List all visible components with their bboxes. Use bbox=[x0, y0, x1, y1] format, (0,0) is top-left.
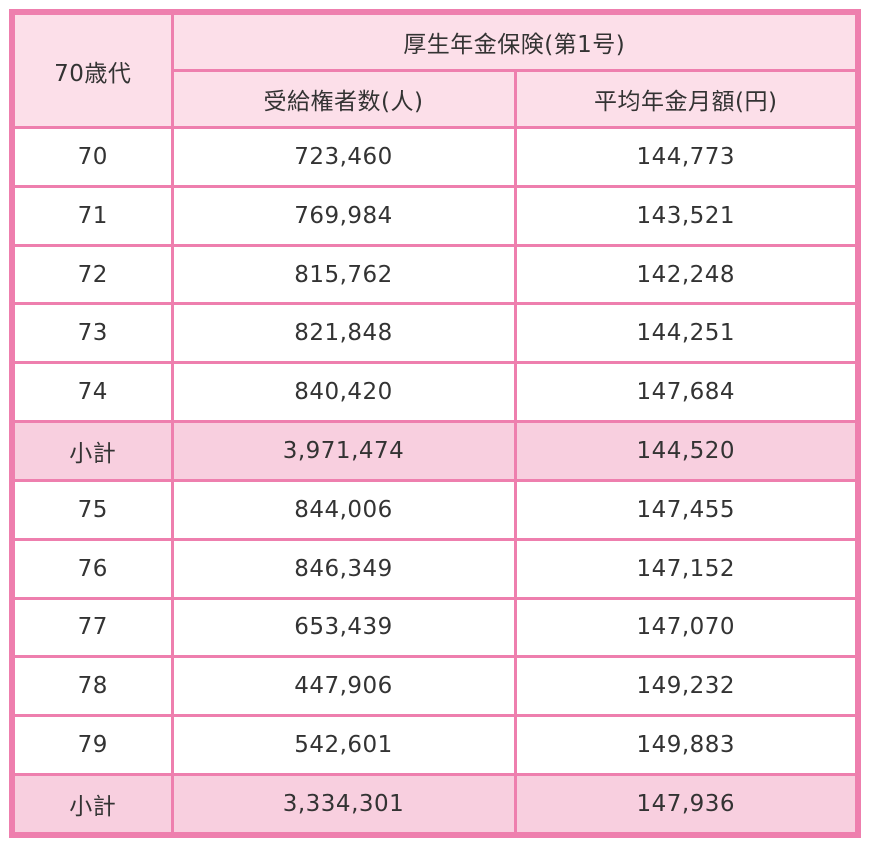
avg-amount-cell: 142,248 bbox=[513, 243, 860, 306]
subtotal-row: 小計 3,971,474 144,520 bbox=[10, 420, 860, 482]
beneficiaries-cell: 447,906 bbox=[170, 655, 517, 718]
avg-amount-cell: 147,684 bbox=[513, 361, 860, 424]
age-cell: 77 bbox=[10, 596, 174, 659]
avg-amount-cell: 147,070 bbox=[513, 596, 860, 659]
table-row: 70 723,460 144,773 bbox=[10, 126, 860, 188]
beneficiaries-cell: 844,006 bbox=[170, 478, 517, 541]
table-header: 70歳代 厚生年金保険(第1号) 受給権者数(人) 平均年金月額(円) bbox=[10, 10, 860, 129]
col-header-avg-amount: 平均年金月額(円) bbox=[513, 69, 860, 129]
corner-header-age-group: 70歳代 bbox=[10, 10, 174, 129]
beneficiaries-cell: 3,334,301 bbox=[170, 772, 517, 837]
avg-amount-cell: 147,152 bbox=[513, 537, 860, 600]
avg-amount-cell: 149,883 bbox=[513, 714, 860, 776]
avg-amount-cell: 147,455 bbox=[513, 478, 860, 541]
subtotal-row: 小計 3,334,301 147,936 bbox=[10, 772, 860, 837]
age-cell: 76 bbox=[10, 537, 174, 600]
beneficiaries-cell: 542,601 bbox=[170, 714, 517, 776]
header-row-group: 70歳代 厚生年金保険(第1号) bbox=[10, 10, 860, 129]
avg-amount-cell: 149,232 bbox=[513, 655, 860, 718]
table-row: 76 846,349 147,152 bbox=[10, 537, 860, 600]
beneficiaries-cell: 3,971,474 bbox=[170, 420, 517, 482]
table-row: 72 815,762 142,248 bbox=[10, 243, 860, 306]
beneficiaries-cell: 769,984 bbox=[170, 184, 517, 247]
pension-table: 70歳代 厚生年金保険(第1号) 受給権者数(人) 平均年金月額(円) 70 72… bbox=[9, 9, 861, 838]
beneficiaries-cell: 815,762 bbox=[170, 243, 517, 306]
age-cell: 74 bbox=[10, 361, 174, 424]
table-row: 75 844,006 147,455 bbox=[10, 478, 860, 541]
table-row: 74 840,420 147,684 bbox=[10, 361, 860, 424]
table-body: 70 723,460 144,773 71 769,984 143,521 72 815,76… bbox=[10, 126, 860, 837]
col-header-beneficiaries: 受給権者数(人) bbox=[170, 69, 517, 129]
avg-amount-cell: 144,251 bbox=[513, 302, 860, 365]
age-cell: 小計 bbox=[10, 420, 174, 482]
age-cell: 70 bbox=[10, 126, 174, 188]
age-cell: 小計 bbox=[10, 772, 174, 837]
beneficiaries-cell: 723,460 bbox=[170, 126, 517, 188]
beneficiaries-cell: 653,439 bbox=[170, 596, 517, 659]
table-row: 73 821,848 144,251 bbox=[10, 302, 860, 365]
beneficiaries-cell: 840,420 bbox=[170, 361, 517, 424]
age-cell: 79 bbox=[10, 714, 174, 776]
table-row: 71 769,984 143,521 bbox=[10, 184, 860, 247]
beneficiaries-cell: 846,349 bbox=[170, 537, 517, 600]
age-cell: 72 bbox=[10, 243, 174, 306]
table-row: 77 653,439 147,070 bbox=[10, 596, 860, 659]
avg-amount-cell: 147,936 bbox=[513, 772, 860, 837]
avg-amount-cell: 144,773 bbox=[513, 126, 860, 188]
age-cell: 73 bbox=[10, 302, 174, 365]
beneficiaries-cell: 821,848 bbox=[170, 302, 517, 365]
avg-amount-cell: 143,521 bbox=[513, 184, 860, 247]
age-cell: 75 bbox=[10, 478, 174, 541]
age-cell: 71 bbox=[10, 184, 174, 247]
table-row: 78 447,906 149,232 bbox=[10, 655, 860, 718]
age-cell: 78 bbox=[10, 655, 174, 718]
header-row-columns: 受給権者数(人) 平均年金月額(円) bbox=[12, 69, 860, 129]
group-header-pension-type: 厚生年金保険(第1号) bbox=[170, 10, 860, 72]
avg-amount-cell: 144,520 bbox=[513, 420, 860, 482]
table-row: 79 542,601 149,883 bbox=[10, 714, 860, 776]
